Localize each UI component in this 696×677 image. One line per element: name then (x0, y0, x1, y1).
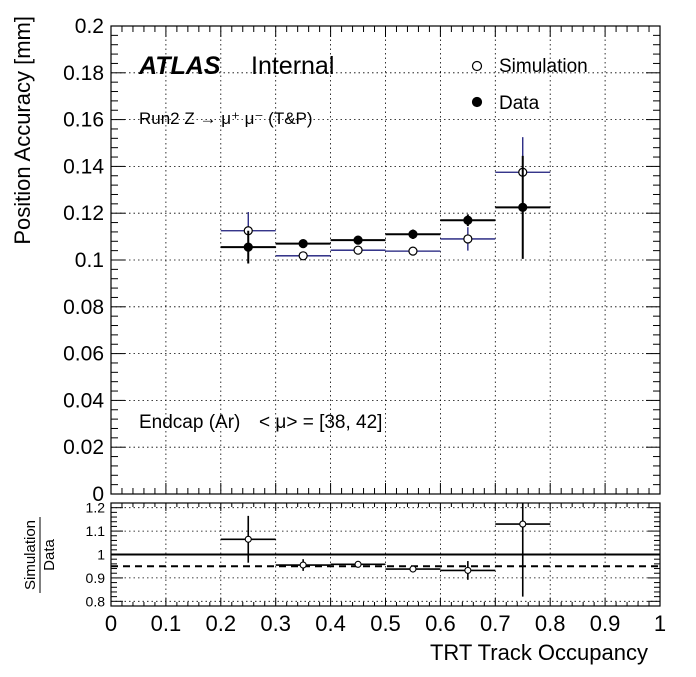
x-tick-label: 0.2 (206, 611, 237, 636)
ratio-marker (244, 535, 252, 543)
x-tick-label: 0.1 (151, 611, 182, 636)
x-tick-label: 0.8 (535, 611, 566, 636)
x-tick-label: 0.3 (260, 611, 291, 636)
data-marker (408, 229, 418, 239)
ratio-axis-title: Simulation Data (22, 517, 58, 593)
data-marker (298, 239, 308, 249)
simulation-point (275, 251, 331, 261)
main-y-tick-label: 0.04 (63, 389, 104, 412)
main-y-tick-label: 0.06 (63, 343, 104, 366)
data-point (495, 155, 551, 259)
x-tick-label: 0.9 (590, 611, 621, 636)
x-tick-label: 0.4 (315, 611, 346, 636)
simulation-point (440, 227, 496, 251)
main-y-tick-label: 0 (92, 483, 104, 506)
ratio-axis-title-numerator: Simulation (22, 520, 39, 590)
internal-label: Internal (251, 52, 334, 80)
atlas-label: ATLAS (138, 52, 221, 80)
simulation-marker (298, 251, 308, 261)
x-tick-label: 1 (654, 611, 666, 636)
ratio-y-tick-label: 0.8 (86, 593, 106, 609)
x-axis-title: TRT Track Occupancy (430, 640, 648, 665)
ratio-y-tick-label: 1 (97, 547, 105, 563)
simulation-marker (463, 234, 473, 244)
main-y-tick-label: 0.16 (63, 109, 104, 132)
run-label: Run2 Z → μ⁺ μ⁻ (T&P) (139, 109, 313, 128)
axes-layer: 0 0.1 0.2 0.3 0.4 0.5 0.6 0.7 0.8 0.9 1 0 0.02 0.04 0.… (63, 15, 666, 636)
region-label: Endcap (Ar) (139, 412, 240, 433)
data-marker (353, 235, 363, 245)
pileup-label: < μ> = [38, 42] (259, 412, 382, 433)
ratio-point (275, 559, 331, 571)
ratio-point (385, 565, 441, 573)
main-y-tick-label: 0.12 (63, 202, 104, 225)
ratio-axis-title-denominator: Data (41, 539, 58, 571)
main-y-tick-label: 0.02 (63, 436, 104, 459)
ratio-point (440, 561, 496, 580)
x-tick-label: 0.6 (425, 611, 456, 636)
main-y-tick-label: 0.14 (63, 155, 104, 178)
data-point (330, 235, 386, 245)
legend-data-marker (471, 96, 483, 108)
x-tick-label: 0.5 (370, 611, 401, 636)
simulation-point (330, 245, 386, 255)
simulation-marker (353, 245, 363, 255)
ratio-point (495, 503, 551, 597)
main-y-tick-label: 0.2 (75, 15, 104, 38)
y-axis-title: Position Accuracy [mm] (10, 16, 35, 245)
data-point (385, 229, 441, 239)
data-marker (463, 215, 473, 225)
ratio-marker (519, 520, 527, 528)
ratio-marker (464, 566, 472, 574)
ratio-point (220, 515, 276, 563)
ratio-marker (409, 565, 417, 573)
ratio-marker (354, 560, 362, 568)
main-y-tick-label: 0.1 (75, 249, 104, 272)
data-point (220, 230, 276, 264)
ratio-point (330, 560, 386, 568)
main-y-tick-label: 0.18 (63, 62, 104, 85)
ratio-y-tick-label: 0.9 (86, 570, 106, 586)
ratio-y-tick-label: 1.2 (86, 500, 106, 516)
ratio-marker (299, 561, 307, 569)
x-tick-label: 0 (105, 611, 117, 636)
legend-simulation-label: Simulation (499, 56, 588, 77)
legend-data-label: Data (499, 93, 540, 114)
data-marker (518, 202, 528, 212)
simulation-marker (408, 246, 418, 256)
data-layer (220, 137, 551, 597)
ratio-y-tick-label: 1.1 (86, 523, 106, 539)
data-marker (243, 242, 253, 252)
legend-simulation-marker (471, 60, 483, 72)
reference-lines (111, 553, 660, 568)
data-point (275, 239, 331, 249)
x-tick-label: 0.7 (480, 611, 511, 636)
data-point (440, 214, 496, 227)
main-y-tick-label: 0.08 (63, 296, 104, 319)
simulation-point (385, 246, 441, 256)
